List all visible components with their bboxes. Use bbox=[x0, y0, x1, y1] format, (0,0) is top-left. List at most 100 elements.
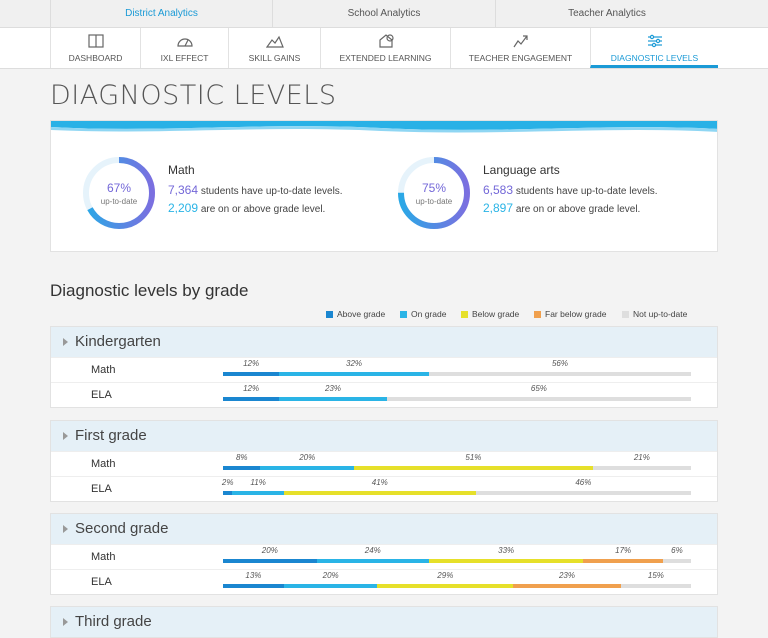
grade-header[interactable]: Kindergarten bbox=[51, 327, 717, 357]
icon-part bbox=[649, 34, 654, 40]
grade-header[interactable]: Third grade bbox=[51, 607, 717, 637]
subject: Math bbox=[168, 163, 195, 177]
icon-part bbox=[513, 35, 528, 48]
bar-label: 21% bbox=[633, 453, 650, 462]
grade-card: Second grade Math 20% 24% 33% 17% 6% ELA 13% 20% 2… bbox=[50, 513, 718, 595]
grade-row: Math 8% 20% 51% 21% bbox=[51, 451, 717, 476]
grade-name: Third grade bbox=[75, 613, 152, 630]
bar-segment bbox=[223, 397, 280, 401]
tab[interactable]: Teacher Analytics bbox=[495, 0, 718, 27]
icon-part bbox=[183, 39, 189, 47]
nav-icon bbox=[378, 34, 394, 48]
legend-swatch bbox=[400, 311, 407, 318]
on-grade-count: 2,897 bbox=[483, 201, 514, 215]
donut: 67% up-to-date bbox=[83, 157, 155, 229]
icon-part bbox=[651, 42, 656, 48]
bar-label: 23% bbox=[324, 384, 341, 393]
subject: Language arts bbox=[483, 163, 560, 177]
row-subject: ELA bbox=[91, 576, 112, 588]
nav-label: DASHBOARD bbox=[68, 53, 123, 63]
legend-swatch bbox=[326, 311, 333, 318]
bar-segment bbox=[428, 372, 691, 376]
bar-label: 20% bbox=[299, 453, 316, 462]
on-grade-text: are on or above grade level. bbox=[200, 204, 326, 215]
donut-caption: up-to-date bbox=[416, 197, 453, 206]
tab[interactable]: School Analytics bbox=[272, 0, 495, 27]
grade-row: Math 12% 32% 56% bbox=[51, 357, 717, 382]
legend-label: Far below grade bbox=[545, 309, 607, 319]
expand-arrow bbox=[63, 432, 68, 440]
bar-label: 41% bbox=[371, 478, 388, 487]
students-text: students have up-to-date levels. bbox=[515, 186, 658, 197]
grade-row: ELA 12% 23% 65% bbox=[51, 382, 717, 407]
bar-segment bbox=[475, 491, 691, 495]
bar-label: 13% bbox=[245, 571, 262, 580]
row-subject: ELA bbox=[91, 389, 112, 401]
students-line: 7,364 students have up-to-date levels. bbox=[168, 183, 343, 197]
bar-segment bbox=[232, 491, 284, 495]
grade-row: ELA 2% 11% 41% 46% bbox=[51, 476, 717, 501]
bar-segment bbox=[620, 584, 691, 588]
nav-icon bbox=[176, 38, 193, 47]
nav-icon bbox=[513, 35, 528, 48]
donut-percent: 75% bbox=[422, 181, 446, 195]
bar-segment bbox=[354, 466, 593, 470]
donut-arc bbox=[83, 157, 155, 229]
nav-item[interactable]: TEACHER ENGAGEMENT bbox=[450, 28, 590, 68]
legend-item: Not up-to-date bbox=[622, 309, 687, 319]
on-grade-line: 2,897 are on or above grade level. bbox=[483, 201, 640, 215]
bar-label: 8% bbox=[235, 453, 248, 462]
on-grade-count: 2,209 bbox=[168, 201, 199, 215]
bar-segment bbox=[223, 372, 280, 376]
bar-label: 56% bbox=[551, 359, 568, 368]
grade-header[interactable]: First grade bbox=[51, 421, 717, 451]
bar-segment bbox=[377, 584, 514, 588]
grade-card: First grade Math 8% 20% 51% 21% ELA 2% 11% 41% 46% bbox=[50, 420, 718, 502]
bar-label: 46% bbox=[575, 478, 592, 487]
summary-card: 67% up-to-date Math 7,364 students have up-… bbox=[50, 120, 718, 252]
nav-icon bbox=[647, 34, 662, 48]
bar-label: 29% bbox=[437, 571, 454, 580]
wave-banner bbox=[51, 121, 717, 133]
bar-segment bbox=[583, 559, 663, 563]
legend-label: Above grade bbox=[337, 309, 386, 319]
nav-item[interactable]: EXTENDED LEARNING bbox=[320, 28, 450, 68]
grade-name: Kindergarten bbox=[75, 333, 161, 350]
nav-label: EXTENDED LEARNING bbox=[339, 53, 432, 63]
icon-part bbox=[176, 38, 193, 47]
bar-label: 17% bbox=[615, 546, 632, 555]
nav-label: DIAGNOSTIC LEVELS bbox=[610, 53, 699, 63]
bar-label: 32% bbox=[346, 359, 363, 368]
bar-segment bbox=[592, 466, 691, 470]
nav-item[interactable]: IXL EFFECT bbox=[140, 28, 228, 68]
legend-label: On grade bbox=[411, 309, 447, 319]
grade-row: ELA 13% 20% 29% 23% 15% bbox=[51, 569, 717, 594]
bar-label: 23% bbox=[558, 571, 575, 580]
bar-label: 2% bbox=[221, 478, 234, 487]
grade-name: Second grade bbox=[75, 520, 169, 537]
bar-segment bbox=[283, 491, 476, 495]
legend-item: Below grade bbox=[461, 309, 519, 319]
bar-segment bbox=[260, 466, 355, 470]
bar-segment bbox=[283, 584, 378, 588]
bar-label: 51% bbox=[465, 453, 482, 462]
nav-bar: DASHBOARD IXL EFFECT SKILL GAINS EXTENDED L… bbox=[0, 28, 768, 69]
row-subject: Math bbox=[91, 458, 116, 470]
tab[interactable]: District Analytics bbox=[50, 0, 272, 27]
expand-arrow bbox=[63, 525, 68, 533]
nav-item[interactable]: DASHBOARD bbox=[50, 28, 140, 68]
icon-part bbox=[655, 38, 660, 44]
bar-label: 12% bbox=[243, 359, 260, 368]
nav-item[interactable]: SKILL GAINS bbox=[228, 28, 320, 68]
legend-item: On grade bbox=[400, 309, 446, 319]
students-count: 6,583 bbox=[483, 183, 514, 197]
grade-header[interactable]: Second grade bbox=[51, 514, 717, 544]
on-grade-line: 2,209 are on or above grade level. bbox=[168, 201, 325, 215]
on-grade-text: are on or above grade level. bbox=[515, 204, 641, 215]
donut-arc bbox=[398, 157, 470, 229]
icon-part bbox=[385, 34, 394, 42]
donut: 75% up-to-date bbox=[398, 157, 470, 229]
legend-item: Above grade bbox=[326, 309, 385, 319]
nav-item[interactable]: DIAGNOSTIC LEVELS bbox=[590, 28, 718, 68]
bar-label: 12% bbox=[243, 384, 260, 393]
